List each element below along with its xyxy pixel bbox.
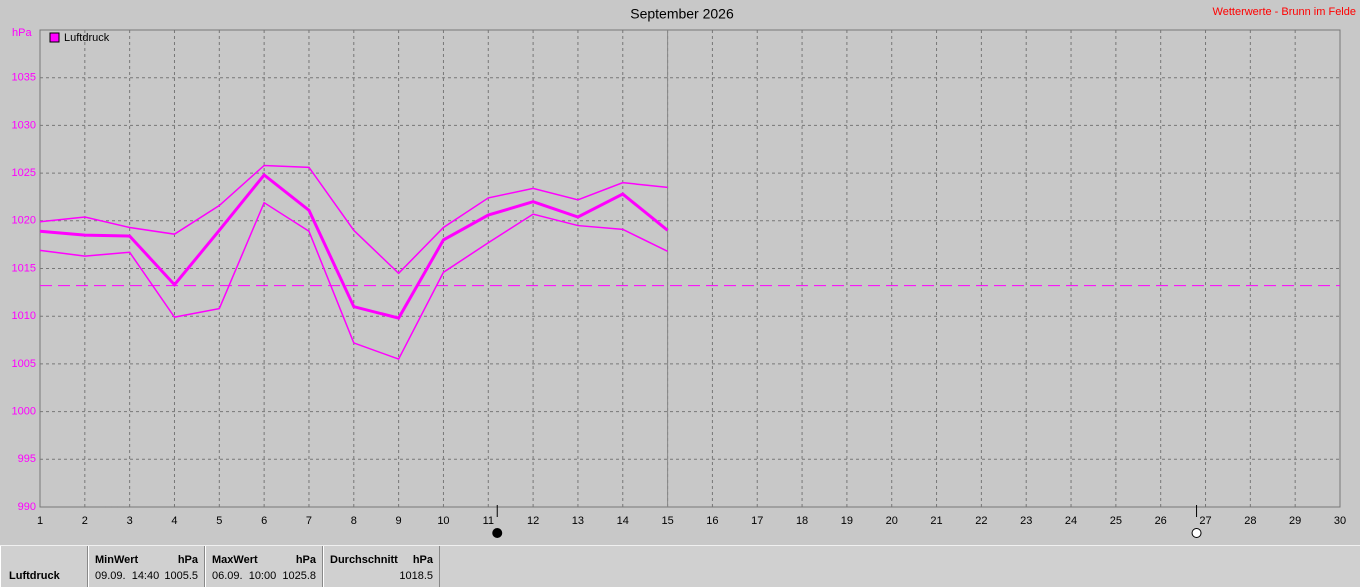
x-tick-label: 12 <box>527 515 539 527</box>
x-tick-label: 8 <box>351 515 357 527</box>
y-tick-label: 1030 <box>12 119 36 131</box>
line-series <box>39 201 668 361</box>
x-tick-label: 15 <box>661 515 673 527</box>
x-tick-label: 17 <box>751 515 763 527</box>
stats-cell: MaxWert hPa 06.09. 10:00 1025.8 <box>205 546 323 587</box>
y-tick-label: 1025 <box>12 167 36 179</box>
x-tick-label: 3 <box>127 515 133 527</box>
x-tick-label: 29 <box>1289 515 1301 527</box>
x-tick-label: 23 <box>1020 515 1032 527</box>
stats-title: MinWert <box>95 554 139 566</box>
x-tick-label: 10 <box>437 515 449 527</box>
moon-marker <box>1191 528 1202 538</box>
line-series <box>39 172 669 320</box>
x-tick-label: 22 <box>975 515 987 527</box>
x-tick-label: 18 <box>796 515 808 527</box>
x-tick-label: 27 <box>1199 515 1211 527</box>
station-label: Wetterwerte - Brunn im Felde <box>1213 6 1356 18</box>
x-tick-label: 16 <box>706 515 718 527</box>
stats-unit: hPa <box>295 554 316 566</box>
x-tick-label: 7 <box>306 515 312 527</box>
y-axis-label: hPa <box>12 27 32 39</box>
x-tick-label: 20 <box>886 515 898 527</box>
stats-value: 1025.8 <box>282 570 316 582</box>
stats-cell: Durchschnitt hPa 1018.5 <box>323 546 440 587</box>
y-tick-label: 1010 <box>12 310 36 322</box>
x-tick-label: 1 <box>37 515 43 527</box>
stats-unit: hPa <box>412 554 433 566</box>
y-tick-label: 1020 <box>12 215 36 227</box>
y-tick-label: 1015 <box>12 262 36 274</box>
x-tick-label: 21 <box>930 515 942 527</box>
x-tick-label: 26 <box>1155 515 1167 527</box>
stats-cell: Luftdruck <box>0 546 88 587</box>
x-tick-label: 5 <box>216 515 222 527</box>
line-series <box>39 164 668 275</box>
stats-time: 06.09. 10:00 <box>212 570 277 582</box>
y-tick-label: 1000 <box>12 406 36 418</box>
x-tick-label: 28 <box>1244 515 1256 527</box>
stats-title: Durchschnitt <box>330 554 398 566</box>
y-tick-label: 1005 <box>12 358 36 370</box>
legend-label: Luftdruck <box>64 32 110 44</box>
x-tick-label: 6 <box>261 515 267 527</box>
x-tick-label: 2 <box>82 515 88 527</box>
x-tick-label: 9 <box>396 515 402 527</box>
stats-value: 1018.5 <box>399 570 433 582</box>
stats-label: Luftdruck <box>9 570 60 582</box>
stats-time: 09.09. 14:40 <box>95 570 160 582</box>
stats-cell: MinWert hPa 09.09. 14:40 1005.5 <box>88 546 205 587</box>
stats-panel: Luftdruck MinWert hPa 09.09. 14:40 1005.… <box>0 545 1360 587</box>
x-tick-label: 14 <box>617 515 629 527</box>
moon-marker <box>492 528 503 538</box>
stats-title: MaxWert <box>212 554 258 566</box>
chart: September 2026 Wetterwerte - Brunn im Fe… <box>12 6 1356 538</box>
y-tick-label: 995 <box>18 453 36 465</box>
x-tick-label: 30 <box>1334 515 1346 527</box>
x-tick-label: 25 <box>1110 515 1122 527</box>
y-tick-label: 990 <box>18 501 36 513</box>
x-tick-label: 24 <box>1065 515 1077 527</box>
y-tick-label: 1035 <box>12 72 36 84</box>
legend-swatch <box>49 32 60 43</box>
chart-title: September 2026 <box>630 6 734 22</box>
stats-value: 1005.5 <box>164 570 198 582</box>
x-tick-label: 19 <box>841 515 853 527</box>
stats-unit: hPa <box>177 554 198 566</box>
x-tick-label: 4 <box>171 515 177 527</box>
x-tick-label: 13 <box>572 515 584 527</box>
x-tick-label: 11 <box>483 515 494 527</box>
